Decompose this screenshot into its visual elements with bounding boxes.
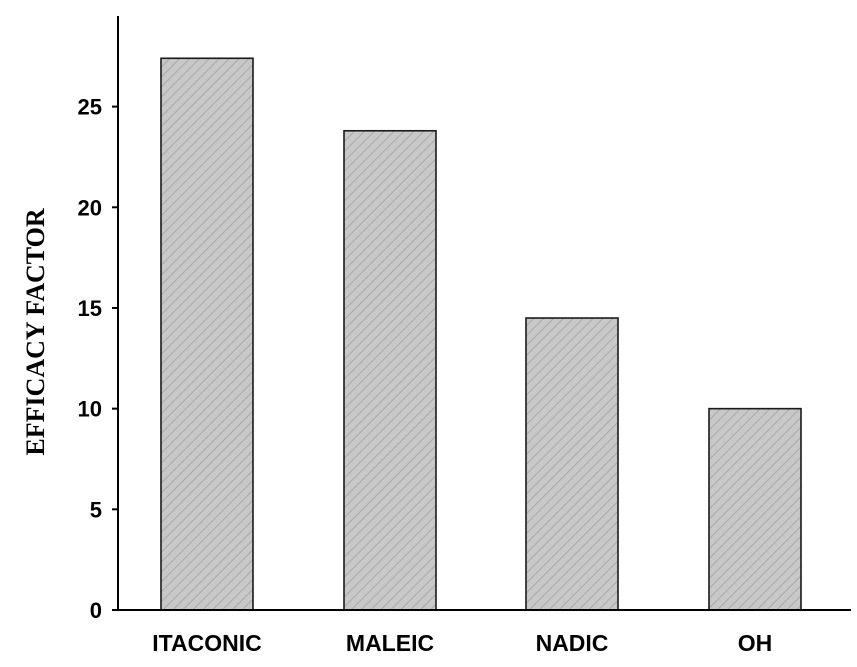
bar-nadic <box>525 317 619 611</box>
x-category-label: MALEIC <box>346 630 434 656</box>
y-tick-label: 5 <box>90 497 102 522</box>
y-tick-label: 25 <box>78 95 102 120</box>
x-category-label: NADIC <box>536 630 609 656</box>
y-axis-title: EFFICACY FACTOR <box>21 208 50 455</box>
y-tick-label: 20 <box>78 195 102 220</box>
bar-maleic <box>343 129 437 611</box>
y-tick-label: 15 <box>78 296 102 321</box>
axes-layer <box>117 16 851 611</box>
y-tick-label: 10 <box>78 397 102 422</box>
x-category-label: ITACONIC <box>152 630 261 656</box>
x-category-label: OH <box>738 630 773 656</box>
bars-layer <box>160 57 802 611</box>
bar-oh <box>708 407 802 611</box>
y-ticks: 0 5 10 15 20 25 <box>78 95 118 623</box>
bar-itaconic <box>160 57 254 611</box>
x-category-labels: ITACONIC MALEIC NADIC OH <box>152 630 772 656</box>
y-tick-label: 0 <box>90 598 102 623</box>
